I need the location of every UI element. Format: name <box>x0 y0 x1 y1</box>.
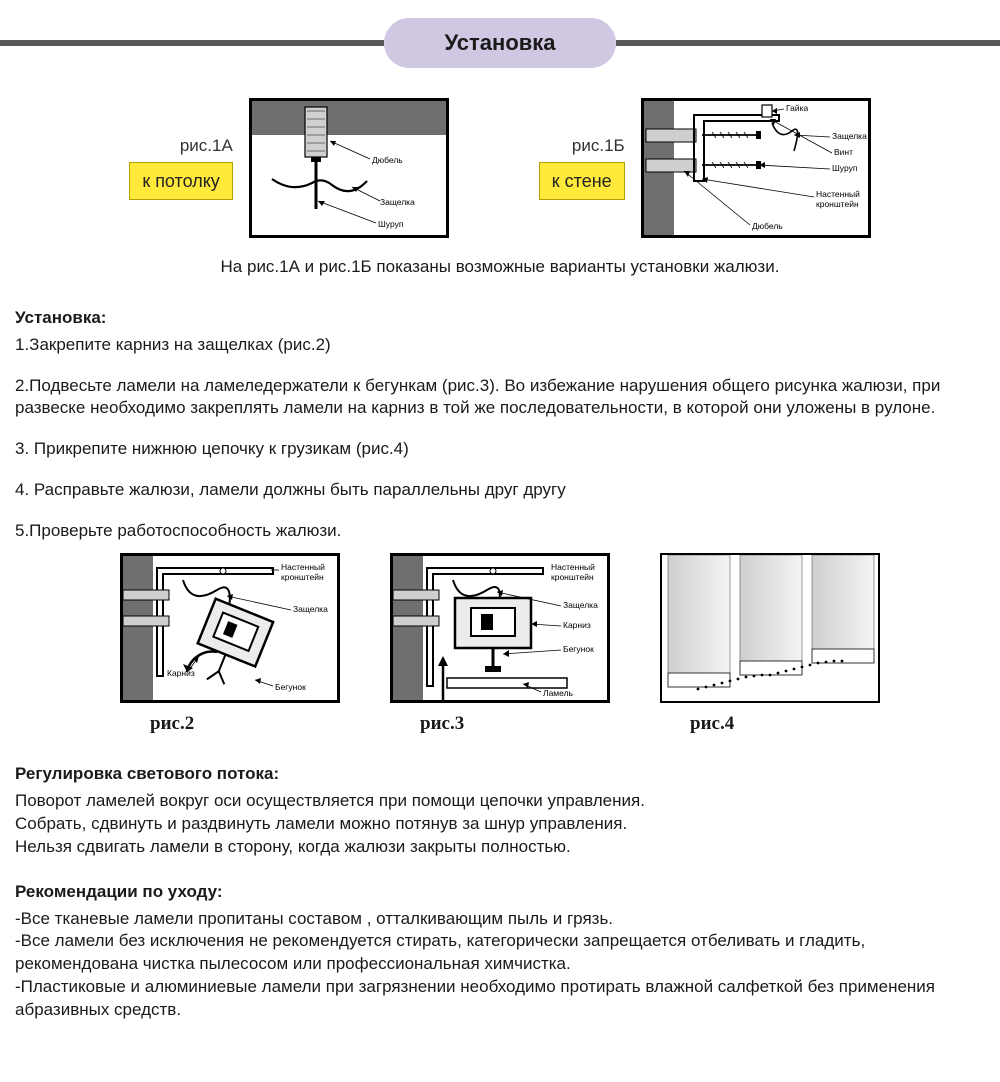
page-title: Установка <box>384 18 615 68</box>
light-line-3: Нельзя сдвигать ламели в сторону, когда … <box>15 836 985 859</box>
svg-text:Защелка: Защелка <box>293 604 328 614</box>
fig2-label: рис.2 <box>150 711 194 737</box>
fig3-label: рис.3 <box>420 711 464 737</box>
install-step-2: 2.Подвесьте ламели на ламеледержатели к … <box>15 375 985 421</box>
install-heading: Установка: <box>15 307 985 330</box>
svg-text:Шуруп: Шуруп <box>832 163 858 173</box>
fig4-label: рис.4 <box>690 711 734 737</box>
fig3-diagram: Настенный кронштейн Защелка Карниз Бегун… <box>390 553 610 703</box>
light-line-1: Поворот ламелей вокруг оси осуществляетс… <box>15 790 985 813</box>
install-section: Установка: 1.Закрепите карниз на защелка… <box>0 307 1000 544</box>
svg-text:Гайка: Гайка <box>786 103 809 113</box>
care-line-3: -Пластиковые и алюминиевые ламели при за… <box>15 976 985 1022</box>
install-step-3: 3. Прикрепите нижнюю цепочку к грузикам … <box>15 438 985 461</box>
care-section: Рекомендации по уходу: -Все тканевые лам… <box>0 881 1000 1023</box>
care-line-2: -Все ламели без исключения не рекомендуе… <box>15 930 985 976</box>
svg-text:кронштейн: кронштейн <box>816 199 859 209</box>
svg-text:Настенный: Настенный <box>281 562 325 572</box>
fig2-row: Настенный кронштейн Защелка Карниз Бегун… <box>0 553 1000 737</box>
rule-right <box>616 40 1000 46</box>
svg-text:Защелка: Защелка <box>563 600 598 610</box>
svg-text:Бегунок: Бегунок <box>563 644 594 654</box>
fig2-diagram: Настенный кронштейн Защелка Карниз Бегун… <box>120 553 340 703</box>
fig1a-caption: рис.1А <box>180 135 237 158</box>
svg-text:Ламель: Ламель <box>543 688 574 698</box>
install-step-1: 1.Закрепите карниз на защелках (рис.2) <box>15 334 985 357</box>
fig1a-block: рис.1А к потолку Дюбель Защелка <box>129 98 448 238</box>
svg-text:Шуруп: Шуруп <box>378 219 404 229</box>
svg-text:Защелка: Защелка <box>380 197 415 207</box>
fig1-caption-line: На рис.1А и рис.1Б показаны возможные ва… <box>0 256 1000 279</box>
svg-text:кронштейн: кронштейн <box>551 572 594 582</box>
svg-text:Защелка: Защелка <box>832 131 867 141</box>
fig1b-block: рис.1Б к стене Гай <box>539 98 871 238</box>
install-step-5: 5.Проверьте работоспособность жалюзи. <box>15 520 985 543</box>
svg-text:Карниз: Карниз <box>563 620 591 630</box>
care-line-1: -Все тканевые ламели пропитаны составом … <box>15 908 985 931</box>
rule-left <box>0 40 384 46</box>
svg-text:Бегунок: Бегунок <box>275 682 306 692</box>
fig1a-diagram: Дюбель Защелка Шуруп <box>249 98 449 238</box>
title-bar: Установка <box>0 18 1000 68</box>
fig1b-tag: к стене <box>539 162 625 200</box>
svg-text:Настенный: Настенный <box>816 189 860 199</box>
fig1a-tag: к потолку <box>129 162 232 200</box>
svg-text:Настенный: Настенный <box>551 562 595 572</box>
fig4-diagram <box>660 553 880 703</box>
fig1b-caption: рис.1Б <box>572 135 629 158</box>
light-heading: Регулировка светового потока: <box>15 763 985 786</box>
svg-text:Карниз: Карниз <box>167 668 195 678</box>
install-step-4: 4. Расправьте жалюзи, ламели должны быть… <box>15 479 985 502</box>
svg-text:кронштейн: кронштейн <box>281 572 324 582</box>
svg-text:Дюбель: Дюбель <box>372 155 403 165</box>
svg-text:Дюбель: Дюбель <box>752 221 783 231</box>
care-heading: Рекомендации по уходу: <box>15 881 985 904</box>
fig1b-diagram: Гайка Защелка Винт Шуруп Настенный кронш… <box>641 98 871 238</box>
svg-text:Винт: Винт <box>834 147 853 157</box>
light-section: Регулировка светового потока: Поворот ла… <box>0 763 1000 859</box>
light-line-2: Собрать, сдвинуть и раздвинуть ламели мо… <box>15 813 985 836</box>
fig1-row: рис.1А к потолку Дюбель Защелка <box>0 98 1000 238</box>
